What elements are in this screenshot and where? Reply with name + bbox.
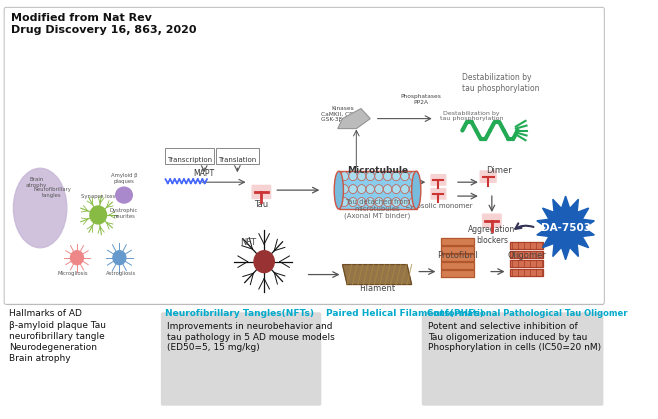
Ellipse shape bbox=[116, 187, 132, 203]
Text: Astrogliosis: Astrogliosis bbox=[106, 271, 136, 276]
Text: β-amyloid plaque Tau: β-amyloid plaque Tau bbox=[9, 321, 106, 330]
Text: Destabilization by
tau phosphorylation: Destabilization by tau phosphorylation bbox=[440, 111, 503, 122]
Circle shape bbox=[409, 172, 418, 181]
Text: Protofibril: Protofibril bbox=[438, 251, 478, 260]
Circle shape bbox=[384, 185, 392, 194]
Ellipse shape bbox=[13, 168, 67, 248]
Circle shape bbox=[392, 172, 400, 181]
Circle shape bbox=[401, 185, 409, 194]
FancyBboxPatch shape bbox=[161, 312, 321, 406]
Polygon shape bbox=[338, 109, 370, 129]
Text: Microtubule: Microtubule bbox=[347, 166, 408, 175]
Circle shape bbox=[375, 172, 383, 181]
Circle shape bbox=[113, 251, 126, 265]
Circle shape bbox=[349, 172, 357, 181]
Text: Tau: Tau bbox=[254, 200, 268, 209]
Circle shape bbox=[409, 185, 418, 194]
Text: Amyloid β
plaques: Amyloid β plaques bbox=[111, 173, 138, 184]
Circle shape bbox=[357, 185, 366, 194]
Ellipse shape bbox=[412, 171, 421, 209]
Bar bbox=[339, 171, 417, 209]
Circle shape bbox=[401, 198, 409, 207]
Polygon shape bbox=[343, 265, 412, 285]
Text: Hallmarks of AD: Hallmarks of AD bbox=[9, 309, 82, 318]
Text: Modified from Nat Rev: Modified from Nat Rev bbox=[11, 13, 151, 23]
Circle shape bbox=[375, 198, 383, 207]
FancyBboxPatch shape bbox=[422, 312, 603, 406]
Circle shape bbox=[384, 172, 392, 181]
Circle shape bbox=[366, 185, 374, 194]
Circle shape bbox=[90, 206, 107, 224]
Circle shape bbox=[357, 172, 366, 181]
Circle shape bbox=[349, 185, 357, 194]
Text: Brain atrophy: Brain atrophy bbox=[9, 354, 70, 363]
Circle shape bbox=[384, 198, 392, 207]
Text: Dimer: Dimer bbox=[486, 166, 512, 175]
Text: Conformational Pathological Tau Oligomer: Conformational Pathological Tau Oligomer bbox=[427, 309, 628, 318]
Text: DA-7503: DA-7503 bbox=[541, 223, 591, 233]
Text: Destabilization by
tau phosphorylation: Destabilization by tau phosphorylation bbox=[463, 73, 540, 93]
FancyBboxPatch shape bbox=[251, 185, 271, 199]
Text: Paired Helical Filaments(PHFs): Paired Helical Filaments(PHFs) bbox=[326, 309, 484, 318]
FancyBboxPatch shape bbox=[430, 188, 446, 200]
Polygon shape bbox=[511, 242, 544, 249]
Text: Neurofibrillary Tangles(NFTs): Neurofibrillary Tangles(NFTs) bbox=[166, 309, 315, 318]
Text: Transcription: Transcription bbox=[167, 158, 212, 163]
Circle shape bbox=[340, 185, 349, 194]
Circle shape bbox=[366, 172, 374, 181]
Polygon shape bbox=[537, 196, 594, 260]
Circle shape bbox=[340, 198, 349, 207]
Text: Potent and selective inhibition of
Tau oligomerization induced by tau
Phosphoryl: Potent and selective inhibition of Tau o… bbox=[428, 322, 601, 352]
Text: Improvements in neurobehavior and
tau pathology in 5 AD mouse models
(ED50=5, 15: Improvements in neurobehavior and tau pa… bbox=[167, 322, 335, 352]
Polygon shape bbox=[511, 251, 544, 258]
Circle shape bbox=[70, 251, 84, 265]
Text: Aggregation
blockers: Aggregation blockers bbox=[468, 225, 515, 245]
Text: Synapse loss: Synapse loss bbox=[81, 194, 115, 199]
Text: MAPT: MAPT bbox=[193, 169, 215, 178]
Text: Kinases
CaMKII, CDK5,
GSK-3β, MARK: Kinases CaMKII, CDK5, GSK-3β, MARK bbox=[322, 106, 364, 122]
Circle shape bbox=[357, 198, 366, 207]
Circle shape bbox=[392, 185, 400, 194]
Ellipse shape bbox=[334, 171, 343, 209]
Text: neurofibrillary tangle: neurofibrillary tangle bbox=[9, 332, 105, 341]
Polygon shape bbox=[511, 260, 544, 266]
Polygon shape bbox=[441, 269, 474, 277]
Polygon shape bbox=[441, 254, 474, 261]
FancyBboxPatch shape bbox=[216, 148, 259, 164]
Text: Filament: Filament bbox=[359, 285, 395, 293]
Text: Neurodegeneration: Neurodegeneration bbox=[9, 343, 97, 352]
Circle shape bbox=[366, 198, 374, 207]
Text: Microgliosis: Microgliosis bbox=[58, 271, 89, 276]
Text: Phosphatases
PP2A: Phosphatases PP2A bbox=[401, 94, 442, 105]
Text: Translation: Translation bbox=[218, 158, 257, 163]
Circle shape bbox=[401, 172, 409, 181]
Text: Tau detached from
microtubules
(Axonal MT binder): Tau detached from microtubules (Axonal M… bbox=[344, 199, 411, 220]
Circle shape bbox=[392, 198, 400, 207]
FancyBboxPatch shape bbox=[164, 148, 215, 164]
Circle shape bbox=[340, 172, 349, 181]
Text: Oligomer: Oligomer bbox=[507, 251, 546, 260]
Polygon shape bbox=[441, 261, 474, 269]
Circle shape bbox=[349, 198, 357, 207]
FancyBboxPatch shape bbox=[430, 174, 446, 186]
Text: Cytosolic monomer: Cytosolic monomer bbox=[405, 203, 472, 209]
FancyBboxPatch shape bbox=[480, 170, 497, 183]
Polygon shape bbox=[511, 269, 544, 276]
Circle shape bbox=[375, 185, 383, 194]
Text: NFT: NFT bbox=[240, 238, 257, 247]
Circle shape bbox=[409, 198, 418, 207]
Circle shape bbox=[254, 251, 274, 273]
Text: Brain
atrophy: Brain atrophy bbox=[26, 177, 47, 188]
FancyBboxPatch shape bbox=[482, 213, 502, 228]
Text: Drug Discovery 16, 863, 2020: Drug Discovery 16, 863, 2020 bbox=[11, 25, 196, 35]
Text: Neurofibrillary
tangles: Neurofibrillary tangles bbox=[33, 187, 71, 198]
Polygon shape bbox=[441, 246, 474, 253]
Polygon shape bbox=[441, 238, 474, 245]
Text: Dystrophic
neurites: Dystrophic neurites bbox=[110, 208, 138, 219]
